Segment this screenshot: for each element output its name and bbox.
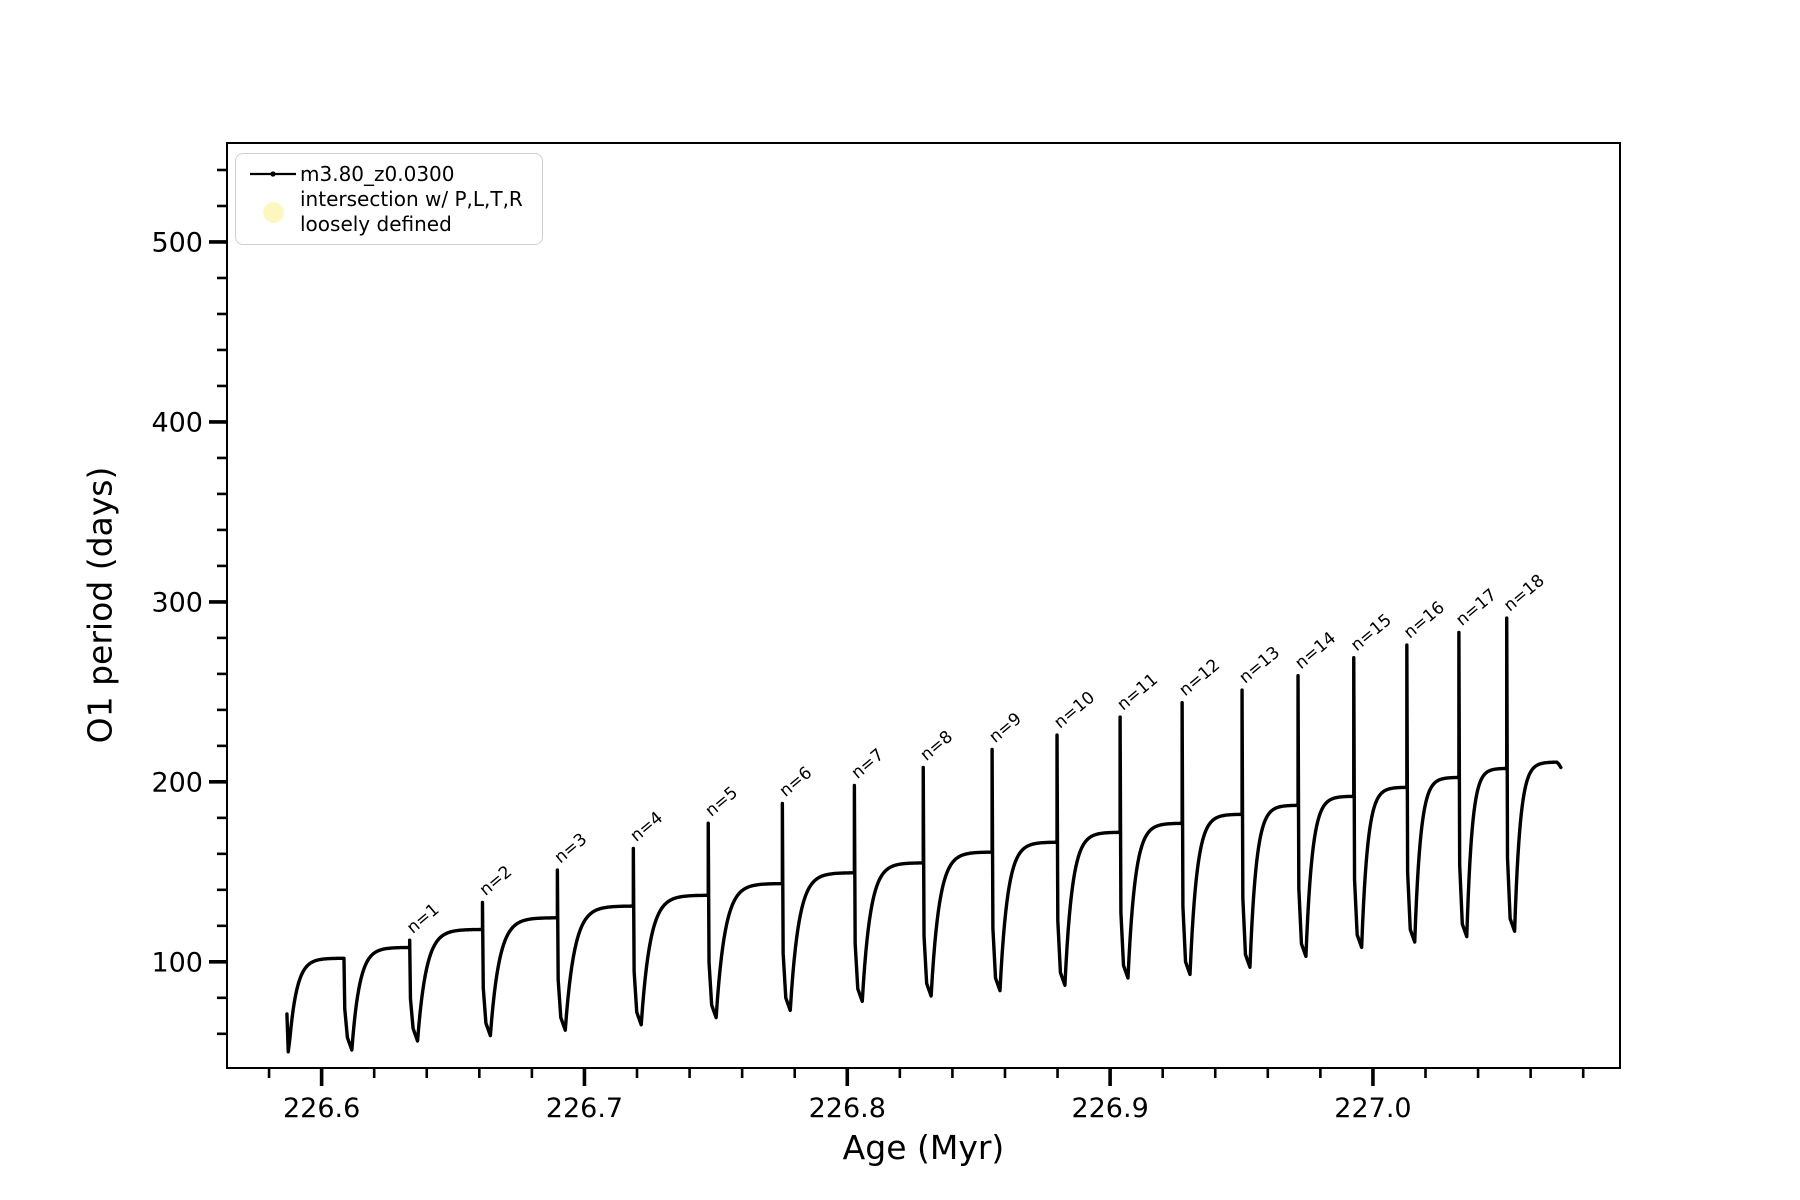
legend: m3.80_z0.0300 intersection w/ P,L,T,R lo… [235,153,543,245]
spike-annotation: n=10 [1050,688,1099,733]
line-with-dot-icon [246,161,300,187]
spike-annotation: n=4 [627,808,667,846]
spike-annotation: n=15 [1347,610,1396,655]
x-axis-label: Age (Myr) [842,1128,1005,1167]
legend-label-line-2: loosely defined [300,212,452,236]
axis-ticks [209,168,1585,1086]
y-tick-label: 400 [151,407,203,438]
legend-line-sample [250,171,296,177]
y-tick-label: 500 [151,227,203,258]
data-series-path [285,616,1563,1054]
spike-annotation: n=13 [1235,643,1284,688]
legend-circle-marker [262,201,284,223]
legend-item-intersection: intersection w/ P,L,T,R loosely defined [246,187,534,237]
x-tick-label: 226.9 [1071,1093,1148,1124]
spike-annotation: n=18 [1500,571,1549,616]
y-tick-label: 200 [151,767,203,798]
spike-annotation: n=2 [476,862,516,900]
tick-labels: 226.6 226.7 226.8 226.9 227.0 100 200 300 400 500 [151,227,1411,1124]
x-tick-label: 226.7 [546,1093,623,1124]
spike-annotation: n=5 [702,783,742,821]
spike-annotation: n=17 [1452,585,1501,630]
spike-annotations: n=1n=2n=3n=4n=5n=6 n=7 n=8 n=9 n=10 n=11 n=12 n… [403,571,1549,938]
y-tick-label: 100 [151,947,203,978]
spike-annotation: n=12 [1175,655,1224,700]
legend-label-series: m3.80_z0.0300 [300,161,455,186]
plot-border [226,142,1621,1069]
spike-annotation: n=11 [1113,670,1162,715]
spike-annotation: n=9 [985,709,1025,747]
spike-annotation: n=16 [1400,598,1449,643]
spike-annotation: n=14 [1291,628,1340,673]
y-tick-label: 300 [151,587,203,618]
spike-annotation: n=8 [917,727,957,765]
spike-annotation: n=1 [403,900,443,938]
x-tick-label: 226.8 [809,1093,886,1124]
y-axis-label: O1 period (days) [80,466,120,744]
x-tick-label: 227.0 [1334,1093,1411,1124]
spike-annotation: n=6 [776,763,816,801]
x-tick-label: 226.6 [283,1093,360,1124]
spike-annotation: n=7 [848,745,888,783]
spike-annotation: n=3 [551,829,591,867]
legend-item-series: m3.80_z0.0300 [246,161,534,187]
legend-label-line-1: intersection w/ P,L,T,R [300,187,523,211]
legend-label-intersection: intersection w/ P,L,T,R loosely defined [300,187,523,237]
circle-marker-icon [246,201,300,223]
